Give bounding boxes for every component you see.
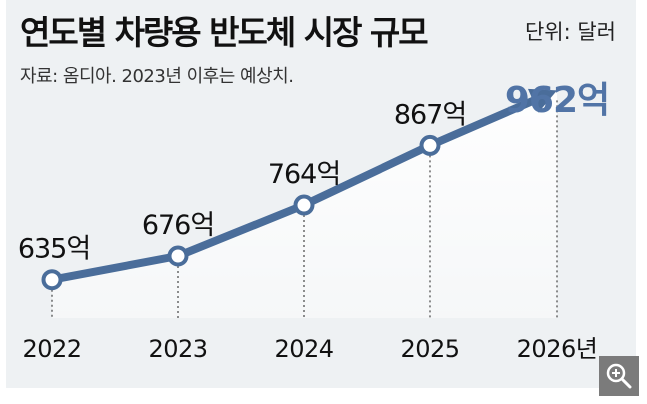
data-label-2023: 676억	[142, 210, 214, 241]
chart-title: 연도별 차량용 반도체 시장 규모	[20, 13, 429, 52]
data-point-2025	[419, 134, 441, 156]
x-tick-label-2023: 2023	[148, 335, 207, 363]
data-label-2026년: 962억	[505, 80, 609, 121]
data-label-2022: 635억	[18, 234, 90, 265]
data-point-2022	[41, 269, 63, 291]
unit-label: 단위: 달러	[524, 20, 616, 44]
x-tick-label-2024: 2024	[274, 335, 333, 363]
data-point-2024	[293, 194, 315, 216]
zoom-button[interactable]	[599, 356, 639, 396]
source-note: 자료: 옴디아. 2023년 이후는 예상치.	[20, 66, 294, 87]
x-tick-label-2025: 2025	[400, 335, 459, 363]
x-tick-label-2022: 2022	[22, 335, 81, 363]
zoom-in-icon	[606, 363, 632, 389]
data-label-2024: 764억	[268, 159, 340, 190]
trend-arrowhead	[527, 88, 557, 113]
data-point-2023	[167, 245, 189, 267]
data-label-2025: 867억	[394, 99, 466, 130]
x-tick-label-2026년: 2026년	[517, 335, 598, 363]
